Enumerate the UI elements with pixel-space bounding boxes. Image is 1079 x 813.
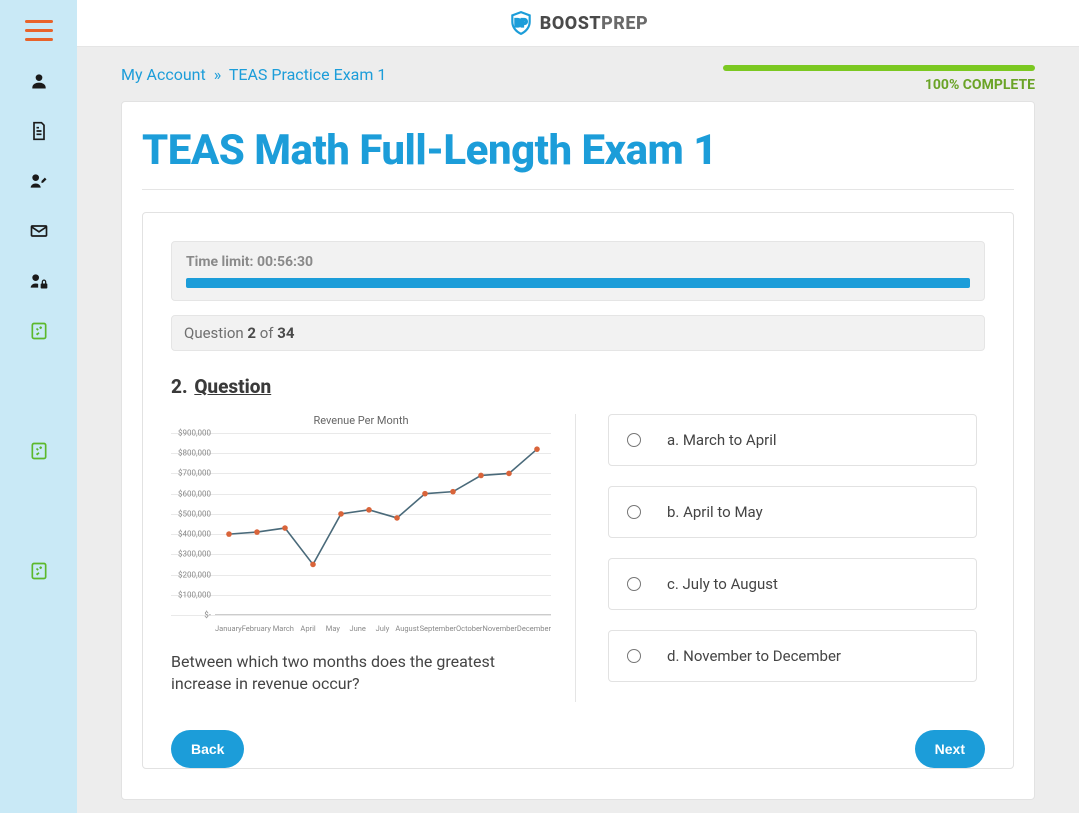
choice-d[interactable]: d. November to December xyxy=(608,630,977,682)
choice-text: d. November to December xyxy=(667,647,841,665)
edit-user-icon[interactable] xyxy=(29,171,49,191)
chart-title: Revenue Per Month xyxy=(171,414,551,427)
choice-text: c. July to August xyxy=(667,575,778,593)
choice-radio[interactable] xyxy=(627,649,641,663)
checklist-icon[interactable] xyxy=(29,561,49,581)
question-figure-area: Revenue Per Month $-$100,000$200,000$300… xyxy=(171,414,576,702)
breadcrumb-page[interactable]: TEAS Practice Exam 1 xyxy=(229,65,387,84)
question-counter: Question 2 of 34 xyxy=(171,315,985,351)
revenue-chart: $-$100,000$200,000$300,000$400,000$500,0… xyxy=(171,433,551,633)
page-title: TEAS Math Full-Length Exam 1 xyxy=(142,126,1014,175)
checklist-icon[interactable] xyxy=(29,321,49,341)
sidebar xyxy=(0,0,77,813)
question-panel: Time limit: 00:56:30 Question 2 of 34 2.… xyxy=(142,212,1014,769)
brand-name: BOOSTPREP xyxy=(540,13,648,34)
brand-logo[interactable]: BP BOOSTPREP xyxy=(508,10,648,36)
choice-text: b. April to May xyxy=(667,503,763,521)
progress-label: 100% COMPLETE xyxy=(723,77,1035,93)
course-progress: 100% COMPLETE xyxy=(723,65,1035,93)
choice-radio[interactable] xyxy=(627,433,641,447)
timer-bar xyxy=(186,278,970,288)
menu-toggle-icon[interactable] xyxy=(25,20,53,41)
choice-radio[interactable] xyxy=(627,505,641,519)
choice-radio[interactable] xyxy=(627,577,641,591)
checklist-icon[interactable] xyxy=(29,441,49,461)
breadcrumb-sep: » xyxy=(214,65,222,84)
question-prompt: Between which two months does the greate… xyxy=(171,651,555,696)
shield-icon: BP xyxy=(508,10,534,36)
choice-a[interactable]: a. March to April xyxy=(608,414,977,466)
divider xyxy=(142,189,1014,190)
exam-card: TEAS Math Full-Length Exam 1 Time limit:… xyxy=(121,101,1035,800)
timer-box: Time limit: 00:56:30 xyxy=(171,241,985,301)
choice-b[interactable]: b. April to May xyxy=(608,486,977,538)
back-button[interactable]: Back xyxy=(171,730,244,768)
topbar: BP BOOSTPREP xyxy=(77,0,1079,47)
answer-choices: a. March to April b. April to May c. July … xyxy=(608,414,985,702)
document-icon[interactable] xyxy=(29,121,49,141)
account-icon[interactable] xyxy=(29,71,49,91)
question-header: 2. Question xyxy=(171,375,985,398)
next-button[interactable]: Next xyxy=(915,730,985,768)
choice-text: a. March to April xyxy=(667,431,777,449)
mail-icon[interactable] xyxy=(29,221,49,241)
svg-text:BP: BP xyxy=(515,18,528,29)
progress-bar xyxy=(723,65,1035,71)
user-lock-icon[interactable] xyxy=(29,271,49,291)
choice-c[interactable]: c. July to August xyxy=(608,558,977,610)
timer-label: Time limit: 00:56:30 xyxy=(186,254,970,270)
breadcrumb: My Account » TEAS Practice Exam 1 xyxy=(121,65,386,84)
main-area: BP BOOSTPREP My Account » TEAS Practice … xyxy=(77,0,1079,813)
breadcrumb-account[interactable]: My Account xyxy=(121,65,206,84)
